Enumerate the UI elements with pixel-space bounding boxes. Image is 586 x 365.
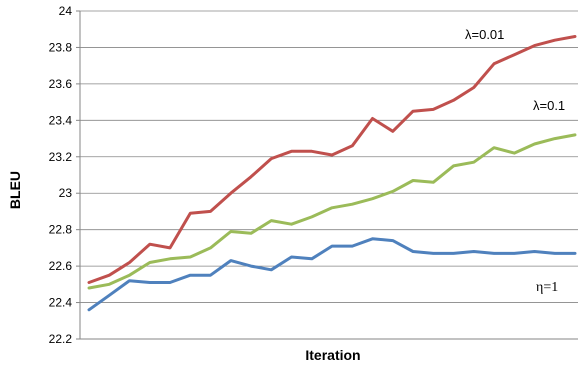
series-lines <box>87 35 577 312</box>
y-tick-label-22.6: 22.6 <box>49 259 73 273</box>
series-line-1 <box>87 35 577 284</box>
series-line-2 <box>87 133 577 290</box>
y-tick-label-22.2: 22.2 <box>49 332 73 346</box>
y-tick-label-23.4: 23.4 <box>49 113 73 127</box>
y-tick-label-23.2: 23.2 <box>49 150 73 164</box>
y-tick-label-23.8: 23.8 <box>49 40 73 54</box>
series-line-3 <box>87 237 577 312</box>
y-tick-label-23: 23 <box>59 186 73 200</box>
axes <box>79 11 578 340</box>
series-label-2: λ=0.1 <box>533 98 565 113</box>
y-tick-label-23.6: 23.6 <box>49 77 73 91</box>
x-axis-title: Iteration <box>305 347 360 363</box>
y-tick-label-22.4: 22.4 <box>49 296 73 310</box>
gridlines <box>76 10 578 340</box>
series-label-1: λ=0.01 <box>465 27 504 42</box>
y-axis-title: BLEU <box>7 171 23 209</box>
series-label-3: η=1 <box>536 280 558 295</box>
y-tick-label-24: 24 <box>59 4 73 18</box>
y-tick-label-22.8: 22.8 <box>49 223 73 237</box>
y-tick-labels: 22.2 22.4 22.6 22.8 23 23.2 23.4 23.6 23.8 24 <box>49 4 73 346</box>
series-labels: λ=0.01 λ=0.1 η=1 <box>465 27 565 295</box>
